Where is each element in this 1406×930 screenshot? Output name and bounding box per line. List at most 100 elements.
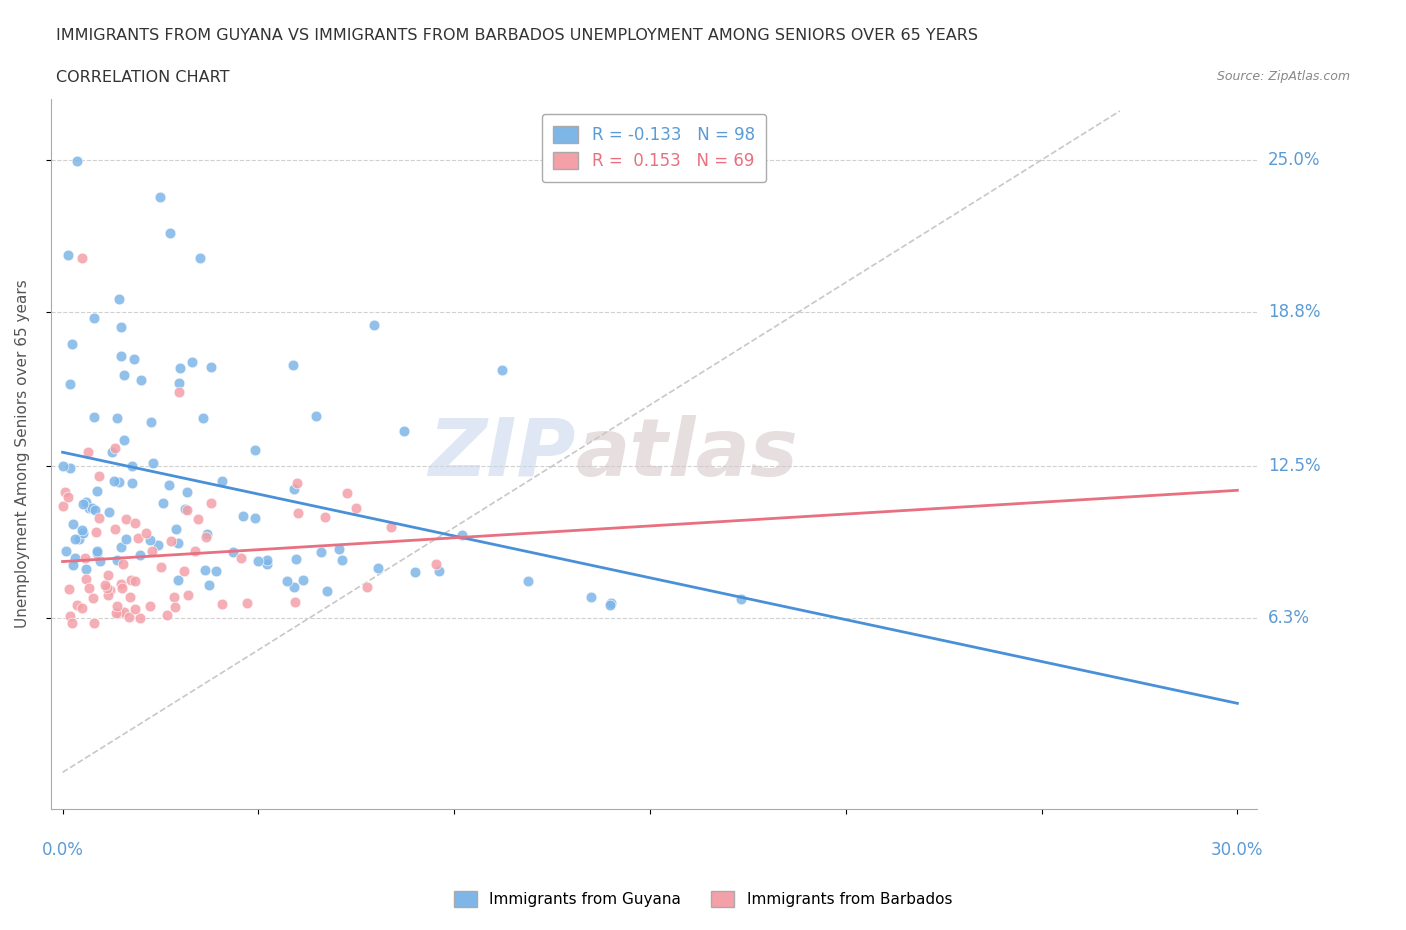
Point	[198, 578, 221, 592]
Point	[120, 590, 142, 604]
Point	[256, 552, 278, 567]
Point	[77, 580, 100, 595]
Point	[104, 441, 127, 456]
Point	[120, 573, 142, 588]
Point	[156, 608, 179, 623]
Point	[167, 536, 190, 551]
Point	[112, 432, 135, 447]
Point	[53, 485, 76, 499]
Point	[86, 484, 108, 498]
Point	[232, 509, 254, 524]
Point	[211, 597, 233, 612]
Point	[103, 473, 125, 488]
Text: Source: ZipAtlas.com: Source: ZipAtlas.com	[1216, 70, 1350, 83]
Point	[139, 532, 162, 547]
Point	[200, 496, 222, 511]
Point	[129, 373, 152, 388]
Point	[184, 544, 207, 559]
Point	[194, 529, 217, 544]
Text: IMMIGRANTS FROM GUYANA VS IMMIGRANTS FROM BARBADOS UNEMPLOYMENT AMONG SENIORS OV: IMMIGRANTS FROM GUYANA VS IMMIGRANTS FRO…	[56, 28, 979, 43]
Point	[70, 523, 93, 538]
Point	[84, 525, 107, 539]
Point	[135, 525, 157, 540]
Point	[56, 247, 79, 262]
Point	[305, 408, 328, 423]
Point	[124, 516, 146, 531]
Point	[180, 354, 202, 369]
Point	[169, 361, 191, 376]
Point	[75, 561, 97, 576]
Point	[75, 571, 97, 586]
Point	[222, 544, 245, 559]
Point	[149, 189, 172, 204]
Point	[110, 349, 132, 364]
Text: ZIP: ZIP	[427, 415, 575, 493]
Point	[65, 597, 87, 612]
Point	[118, 609, 141, 624]
Point	[394, 424, 416, 439]
Point	[75, 495, 97, 510]
Point	[129, 610, 152, 625]
Point	[77, 501, 100, 516]
Point	[146, 538, 169, 552]
Point	[114, 532, 136, 547]
Point	[72, 526, 94, 541]
Point	[52, 498, 75, 513]
Point	[287, 506, 309, 521]
Point	[336, 485, 359, 500]
Point	[121, 458, 143, 473]
Point	[83, 409, 105, 424]
Point	[276, 574, 298, 589]
Point	[111, 557, 134, 572]
Point	[67, 532, 90, 547]
Point	[173, 564, 195, 578]
Text: 30.0%: 30.0%	[1211, 841, 1264, 859]
Point	[287, 475, 309, 490]
Point	[427, 564, 450, 578]
Point	[122, 352, 145, 366]
Point	[200, 360, 222, 375]
Text: 25.0%: 25.0%	[1268, 151, 1320, 169]
Point	[124, 602, 146, 617]
Point	[110, 539, 132, 554]
Point	[177, 588, 200, 603]
Point	[105, 605, 128, 620]
Point	[204, 564, 226, 578]
Point	[314, 510, 336, 525]
Point	[63, 532, 86, 547]
Text: atlas: atlas	[575, 415, 799, 493]
Point	[108, 474, 131, 489]
Text: 18.8%: 18.8%	[1268, 303, 1320, 321]
Point	[157, 477, 180, 492]
Point	[66, 154, 89, 169]
Point	[121, 475, 143, 490]
Point	[194, 563, 217, 578]
Point	[141, 415, 163, 430]
Point	[165, 522, 187, 537]
Point	[163, 589, 186, 604]
Point	[105, 411, 128, 426]
Point	[579, 590, 602, 604]
Point	[108, 292, 131, 307]
Point	[52, 458, 75, 473]
Point	[127, 530, 149, 545]
Point	[283, 579, 305, 594]
Point	[77, 445, 100, 459]
Point	[141, 543, 163, 558]
Point	[247, 554, 270, 569]
Point	[142, 456, 165, 471]
Point	[236, 595, 259, 610]
Point	[110, 577, 132, 591]
Point	[152, 496, 174, 511]
Text: 12.5%: 12.5%	[1268, 458, 1320, 475]
Point	[59, 608, 82, 623]
Point	[283, 357, 305, 372]
Point	[176, 502, 198, 517]
Point	[94, 578, 117, 592]
Point	[195, 526, 218, 541]
Point	[104, 522, 127, 537]
Point	[176, 485, 198, 499]
Point	[72, 497, 94, 512]
Text: 6.3%: 6.3%	[1268, 609, 1310, 627]
Point	[174, 501, 197, 516]
